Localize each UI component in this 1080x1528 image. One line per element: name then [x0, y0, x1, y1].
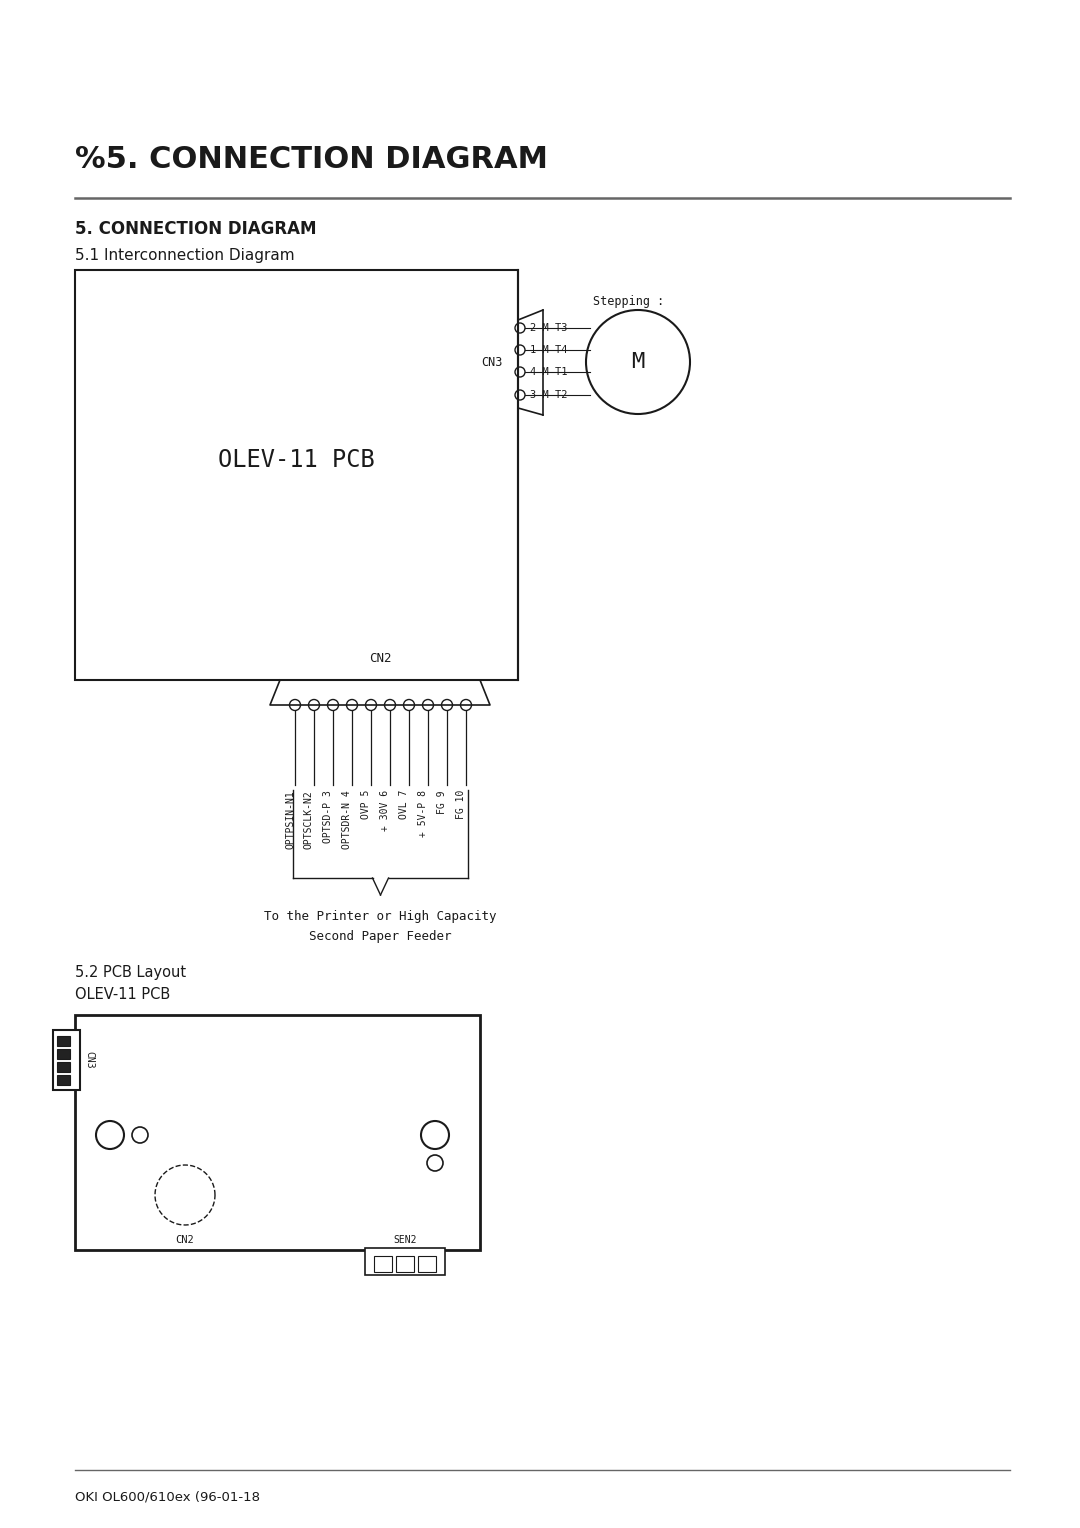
Text: OPTSCLK-N2: OPTSCLK-N2 [303, 790, 314, 848]
Bar [418, 1256, 436, 1271]
Text: OPTSD-P 3: OPTSD-P 3 [323, 790, 333, 843]
Text: Second Paper Feeder: Second Paper Feeder [309, 931, 451, 943]
Text: CN3: CN3 [84, 1051, 94, 1068]
Text: SEN2: SEN2 [393, 1235, 417, 1245]
Text: OKI OL600/610ex (96-01-18: OKI OL600/610ex (96-01-18 [75, 1490, 260, 1504]
Bar [75, 1015, 480, 1250]
Text: CN2: CN2 [368, 652, 391, 665]
Text: 3 M-T2: 3 M-T2 [530, 390, 567, 400]
Text: OPTPSIN-N1: OPTPSIN-N1 [285, 790, 295, 848]
Text: 5.2 PCB Layout: 5.2 PCB Layout [75, 966, 186, 979]
Bar [75, 270, 518, 680]
Bar [57, 1036, 70, 1047]
Text: OPTSDR-N 4: OPTSDR-N 4 [342, 790, 352, 848]
Text: 1 M-T4: 1 M-T4 [530, 345, 567, 354]
Bar [365, 1248, 445, 1274]
Text: FG 9: FG 9 [437, 790, 447, 813]
Text: + 30V 6: + 30V 6 [380, 790, 390, 831]
Text: 5. CONNECTION DIAGRAM: 5. CONNECTION DIAGRAM [75, 220, 316, 238]
Text: OLEV-11 PCB: OLEV-11 PCB [218, 448, 375, 472]
Text: %5. CONNECTION DIAGRAM: %5. CONNECTION DIAGRAM [75, 145, 548, 174]
Bar [57, 1050, 70, 1059]
Text: 2 M-T3: 2 M-T3 [530, 322, 567, 333]
Text: FG 10: FG 10 [456, 790, 465, 819]
Text: CN3: CN3 [482, 356, 503, 368]
Text: CN2: CN2 [176, 1235, 194, 1245]
Bar [57, 1062, 70, 1073]
Text: M: M [632, 351, 645, 371]
Bar [396, 1256, 414, 1271]
Text: 4 M-T1: 4 M-T1 [530, 367, 567, 377]
Bar [57, 1076, 70, 1085]
Text: OVP 5: OVP 5 [361, 790, 372, 819]
Bar [374, 1256, 392, 1271]
Text: OVL 7: OVL 7 [399, 790, 409, 819]
Text: To the Printer or High Capacity: To the Printer or High Capacity [265, 911, 497, 923]
Text: Stepping :: Stepping : [593, 295, 664, 309]
Text: 5.1 Interconnection Diagram: 5.1 Interconnection Diagram [75, 248, 295, 263]
Bar [53, 1030, 80, 1089]
Text: OLEV-11 PCB: OLEV-11 PCB [75, 987, 171, 1002]
Text: + 5V-P 8: + 5V-P 8 [418, 790, 428, 837]
